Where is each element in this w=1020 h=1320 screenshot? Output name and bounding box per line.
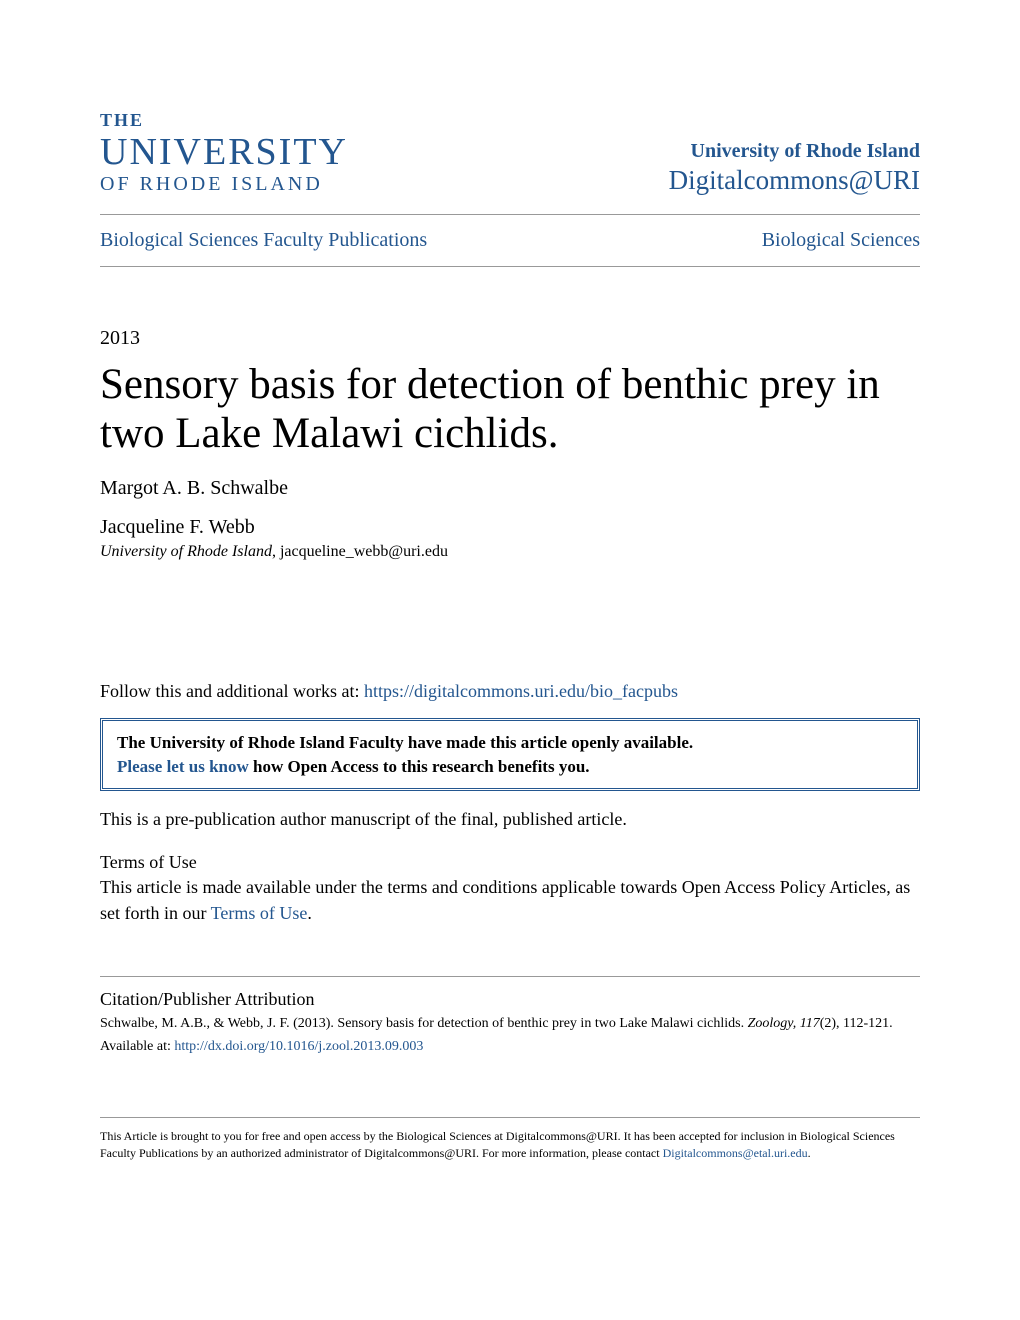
follow-link[interactable]: https://digitalcommons.uri.edu/bio_facpu… xyxy=(364,681,678,701)
logo-line2: UNIVERSITY xyxy=(100,133,348,171)
logo-line1: THE xyxy=(100,110,348,131)
terms-text: This article is made available under the… xyxy=(100,875,920,925)
citation-section: Citation/Publisher Attribution Schwalbe,… xyxy=(100,976,920,1057)
citation-before: Schwalbe, M. A.B., & Webb, J. F. (2013).… xyxy=(100,1016,748,1031)
terms-heading: Terms of Use xyxy=(100,852,920,873)
citation-doi-link[interactable]: http://dx.doi.org/10.1016/j.zool.2013.09… xyxy=(174,1039,423,1054)
citation-text: Schwalbe, M. A.B., & Webb, J. F. (2013).… xyxy=(100,1014,920,1034)
prepub-text: This is a pre-publication author manuscr… xyxy=(100,809,920,830)
nav-row: Biological Sciences Faculty Publications… xyxy=(100,215,920,266)
footer-link[interactable]: Digitalcommons@etal.uri.edu xyxy=(663,1146,808,1160)
university-link[interactable]: University of Rhode Island xyxy=(669,140,920,163)
follow-prefix: Follow this and additional works at: xyxy=(100,681,364,701)
open-access-box: The University of Rhode Island Faculty h… xyxy=(100,718,920,792)
header-right: University of Rhode Island Digitalcommon… xyxy=(669,140,920,196)
author-affiliation-2: University of Rhode Island, jacqueline_w… xyxy=(100,543,920,561)
nav-right-link[interactable]: Biological Sciences xyxy=(762,229,920,252)
author-affiliation-text: University of Rhode Island xyxy=(100,543,272,560)
footer-divider xyxy=(100,1117,920,1118)
citation-available: Available at: http://dx.doi.org/10.1016/… xyxy=(100,1037,920,1057)
header: THE UNIVERSITY OF RHODE ISLAND Universit… xyxy=(100,110,920,196)
author-block-1: Margot A. B. Schwalbe xyxy=(100,477,920,500)
footer-after: . xyxy=(808,1146,811,1160)
open-access-bold-line: The University of Rhode Island Faculty h… xyxy=(117,731,903,755)
citation-journal: Zoology, 117 xyxy=(748,1016,820,1031)
author-separator: , xyxy=(272,543,280,560)
footer-text: This Article is brought to you for free … xyxy=(100,1128,920,1163)
citation-available-prefix: Available at: xyxy=(100,1039,174,1054)
nav-divider xyxy=(100,266,920,267)
digitalcommons-link[interactable]: Digitalcommons@URI xyxy=(669,165,920,196)
nav-left-link[interactable]: Biological Sciences Faculty Publications xyxy=(100,229,427,252)
author-block-2: Jacqueline F. Webb University of Rhode I… xyxy=(100,516,920,561)
logo-line3: OF RHODE ISLAND xyxy=(100,173,348,196)
logo: THE UNIVERSITY OF RHODE ISLAND xyxy=(100,110,348,196)
author-name-1: Margot A. B. Schwalbe xyxy=(100,477,920,500)
author-name-2: Jacqueline F. Webb xyxy=(100,516,920,539)
publication-year: 2013 xyxy=(100,327,920,350)
author-email: jacqueline_webb@uri.edu xyxy=(280,543,448,560)
open-access-rest: how Open Access to this research benefit… xyxy=(249,757,590,776)
terms-link[interactable]: Terms of Use xyxy=(211,903,308,923)
open-access-line2: Please let us know how Open Access to th… xyxy=(117,755,903,779)
follow-section: Follow this and additional works at: htt… xyxy=(100,681,920,702)
article-title: Sensory basis for detection of benthic p… xyxy=(100,360,920,459)
open-access-link[interactable]: Please let us know xyxy=(117,757,249,776)
citation-after: (2), 112-121. xyxy=(820,1016,893,1031)
terms-after: . xyxy=(307,903,312,923)
citation-heading: Citation/Publisher Attribution xyxy=(100,989,920,1010)
